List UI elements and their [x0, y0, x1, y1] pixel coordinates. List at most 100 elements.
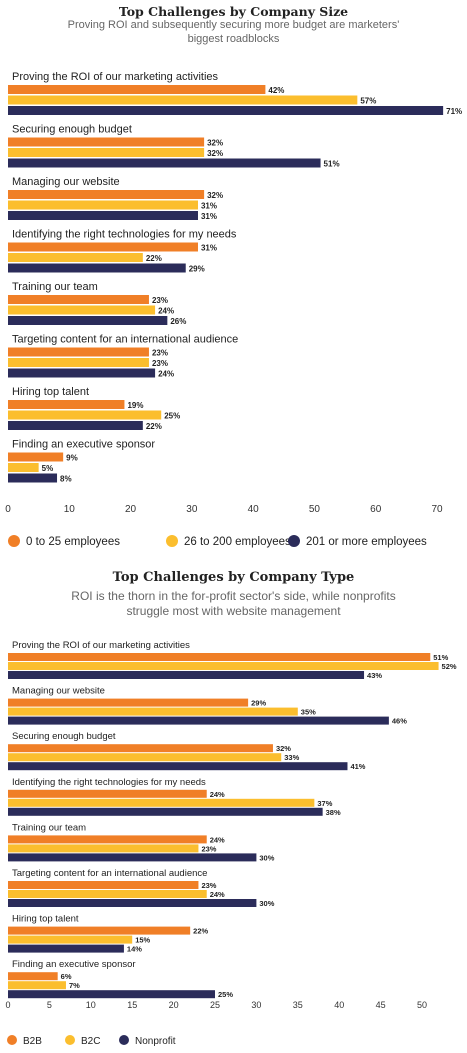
bar: [8, 935, 133, 944]
category-label: Training our team: [12, 822, 86, 833]
data-label: 23%: [152, 296, 168, 305]
category-label: Securing enough budget: [12, 731, 116, 742]
data-label: 31%: [201, 212, 217, 221]
chart1-svg: Proving the ROI of our marketing activit…: [5, 71, 462, 548]
x-tick-label: 20: [169, 1000, 179, 1010]
category-label: Targeting content for an international a…: [12, 334, 238, 346]
x-tick-label: 20: [125, 504, 137, 515]
bar: [8, 744, 273, 753]
bar: [8, 707, 298, 716]
data-label: 24%: [210, 790, 225, 799]
data-label: 5%: [42, 464, 54, 473]
data-label: 23%: [201, 881, 216, 890]
bar: [8, 990, 215, 999]
bar: [8, 853, 257, 862]
bar: [8, 762, 348, 771]
x-tick-label: 30: [251, 1000, 261, 1010]
category-label: Identifying the right technologies for m…: [12, 229, 237, 241]
data-label: 71%: [446, 107, 462, 116]
bar: [8, 671, 365, 679]
data-label: 32%: [207, 149, 223, 158]
data-label: 25%: [164, 412, 180, 421]
x-tick-label: 15: [127, 1000, 137, 1010]
x-tick-label: 0: [5, 504, 11, 515]
bar: [8, 85, 266, 94]
data-label: 31%: [201, 202, 217, 211]
bar: [8, 890, 207, 898]
legend-swatch: [65, 1035, 75, 1045]
legend-label: B2C: [81, 1036, 100, 1047]
bar: [8, 653, 431, 661]
data-label: 22%: [146, 254, 162, 263]
x-tick-label: 35: [293, 1000, 303, 1010]
data-label: 42%: [268, 86, 284, 95]
data-label: 24%: [158, 307, 174, 316]
legend-swatch: [7, 1035, 17, 1045]
x-tick-label: 30: [186, 504, 198, 515]
bar: [8, 421, 143, 430]
bar: [8, 844, 199, 853]
category-label: Hiring top talent: [12, 386, 89, 398]
data-label: 24%: [210, 890, 225, 899]
data-label: 24%: [158, 370, 174, 379]
bar: [8, 305, 156, 315]
x-tick-label: 5: [47, 1000, 52, 1010]
category-label: Securing enough budget: [12, 124, 132, 136]
bar: [8, 400, 125, 409]
x-tick-label: 25: [210, 1000, 220, 1010]
legend-label: 0 to 25 employees: [26, 536, 120, 548]
legend-label: 26 to 200 employees: [184, 536, 291, 548]
bar: [8, 158, 321, 168]
data-label: 23%: [201, 844, 216, 853]
data-label: 57%: [360, 97, 376, 106]
category-label: Finding an executive sponsor: [12, 439, 155, 451]
data-label: 22%: [146, 422, 162, 431]
bar: [8, 263, 186, 273]
category-label: Training our team: [12, 281, 98, 293]
data-label: 32%: [276, 744, 291, 753]
data-label: 32%: [207, 191, 223, 200]
category-label: Finding an executive sponsor: [12, 959, 136, 970]
x-tick-label: 60: [370, 504, 382, 515]
category-label: Hiring top talent: [12, 914, 79, 925]
data-label: 43%: [367, 671, 382, 680]
bar: [8, 452, 64, 462]
bar: [8, 807, 323, 816]
bar: [8, 295, 149, 304]
data-label: 14%: [127, 945, 142, 954]
category-label: Targeting content for an international a…: [12, 868, 207, 879]
bar: [8, 95, 358, 105]
data-label: 25%: [218, 990, 233, 999]
category-label: Identifying the right technologies for m…: [12, 777, 206, 788]
bar: [8, 148, 205, 157]
bar: [8, 200, 198, 210]
data-label: 29%: [189, 265, 205, 274]
data-label: 38%: [326, 808, 341, 817]
legend-label: B2B: [23, 1036, 42, 1047]
bar: [8, 106, 444, 115]
chart2-subtitle: ROI is the thorn in the for-profit secto…: [71, 589, 396, 618]
x-tick-label: 70: [431, 504, 443, 515]
category-label: Managing our website: [12, 176, 120, 188]
bar: [8, 316, 168, 325]
x-tick-label: 40: [248, 504, 260, 515]
data-label: 51%: [324, 160, 340, 169]
data-label: 24%: [210, 835, 225, 844]
bar: [8, 253, 143, 262]
bar: [8, 463, 39, 472]
data-label: 32%: [207, 139, 223, 148]
data-label: 19%: [127, 401, 143, 410]
bar: [8, 798, 315, 807]
bar: [8, 473, 58, 483]
legend-swatch: [8, 535, 20, 547]
data-label: 35%: [301, 708, 316, 717]
data-label: 31%: [201, 244, 217, 253]
bar: [8, 753, 282, 762]
data-label: 33%: [284, 753, 299, 762]
bar: [8, 944, 124, 953]
legend-label: 201 or more employees: [306, 536, 427, 548]
bar: [8, 190, 205, 199]
chart1-subtitle: Proving ROI and subsequently securing mo…: [67, 19, 400, 45]
x-tick-label: 0: [5, 1000, 10, 1010]
bar: [8, 972, 58, 981]
